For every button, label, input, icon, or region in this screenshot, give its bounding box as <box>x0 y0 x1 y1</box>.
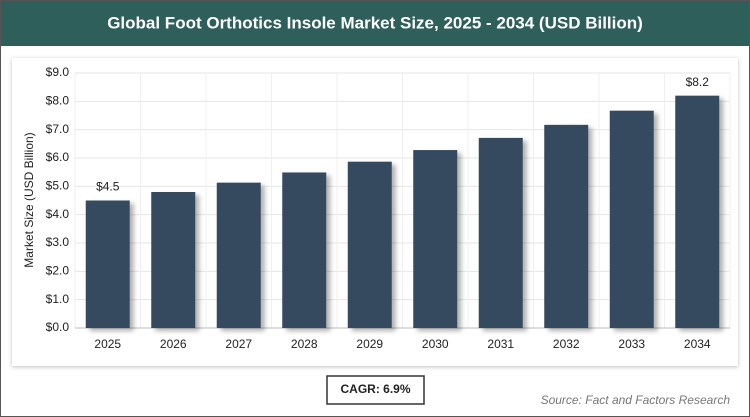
bar <box>478 137 523 328</box>
bar <box>282 172 327 328</box>
x-tick-label: 2030 <box>422 337 449 351</box>
y-tick-label: $9.0 <box>46 65 70 79</box>
bar <box>85 200 130 328</box>
cagr-label: CAGR: 6.9% <box>340 382 410 396</box>
value-label: $8.2 <box>686 75 710 89</box>
y-axis-label: Market Size (USD Billion) <box>22 132 36 267</box>
x-tick-label: 2031 <box>487 337 514 351</box>
y-tick-label: $2.0 <box>46 264 70 278</box>
bar <box>675 95 720 329</box>
value-label: $4.5 <box>96 180 120 194</box>
bar <box>609 110 654 328</box>
y-tick-label: $1.0 <box>46 292 70 306</box>
bar <box>413 150 458 328</box>
y-tick-label: $6.0 <box>46 150 70 164</box>
chart-title: Global Foot Orthotics Insole Market Size… <box>107 13 643 32</box>
y-tick-label: $0.0 <box>46 320 70 334</box>
y-tick-label: $5.0 <box>46 179 70 193</box>
source: Source: Fact and Factors Research <box>541 393 731 407</box>
bar <box>544 124 589 328</box>
x-tick-label: 2027 <box>225 337 252 351</box>
bar <box>216 182 261 328</box>
y-tick-label: $8.0 <box>46 94 70 108</box>
x-tick-label: 2033 <box>618 337 645 351</box>
y-tick-label: $3.0 <box>46 235 70 249</box>
x-tick-label: 2028 <box>291 337 318 351</box>
x-tick-label: 2025 <box>94 337 121 351</box>
cagr-box <box>326 375 425 405</box>
bar <box>347 161 392 328</box>
x-tick-label: 2032 <box>553 337 580 351</box>
y-tick-label: $4.0 <box>46 207 70 221</box>
x-tick-label: 2026 <box>160 337 187 351</box>
x-tick-label: 2034 <box>684 337 711 351</box>
header <box>1 1 749 46</box>
y-tick-label: $7.0 <box>46 122 70 136</box>
x-tick-label: 2029 <box>356 337 383 351</box>
bar <box>151 192 196 328</box>
